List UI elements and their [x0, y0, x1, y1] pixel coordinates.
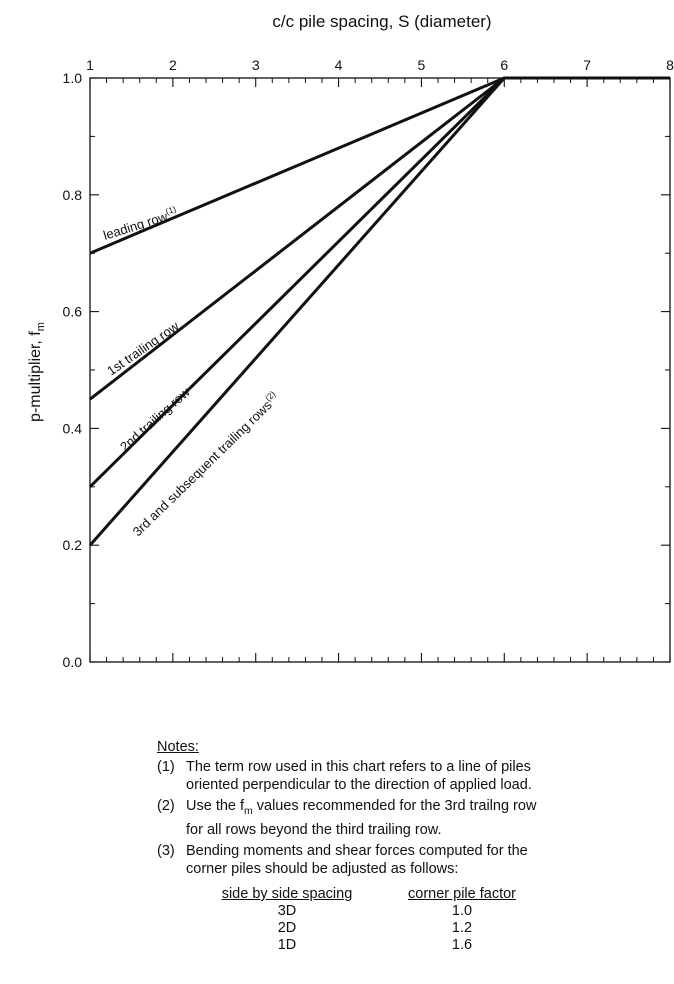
note-3-number: (3)	[157, 842, 175, 859]
note-1-line-1: The term row used in this chart refers t…	[186, 759, 531, 775]
x-tick-label: 2	[169, 57, 177, 73]
y-tick-label: 0.6	[63, 304, 83, 320]
series-lines	[88, 76, 670, 547]
x-tick-labels: 1 2 3 4 5 6 7 8	[86, 57, 674, 73]
y-axis-title: p-multiplier, fm	[27, 322, 47, 422]
spacing-cell: 1D	[277, 936, 297, 953]
x-tick-label: 5	[418, 57, 426, 73]
note-2-line-2: for all rows beyond the third trailing r…	[186, 821, 442, 838]
spacing-cell: 2D	[277, 919, 297, 936]
series-line-3	[88, 76, 506, 488]
factor-cell: 1.6	[451, 936, 473, 953]
series-line-1	[89, 76, 670, 255]
y-tick-label: 0.2	[63, 537, 83, 553]
note-3-line-2: corner piles should be adjusted as follo…	[186, 860, 459, 877]
x-tick-label: 8	[666, 57, 674, 73]
series-line-2	[89, 76, 506, 401]
x-tick-label: 4	[335, 57, 343, 73]
p-multiplier-chart: c/c pile spacing, S (diameter) p-multipl…	[27, 12, 674, 670]
note-1-line-2: oriented perpendicular to the direction …	[186, 777, 532, 793]
note-1-number: (1)	[157, 759, 175, 775]
factor-cell: 1.0	[451, 902, 473, 919]
factor-cell: 1.2	[451, 919, 473, 936]
note-3: (3) Bending moments and shear forces com…	[157, 842, 657, 878]
note-1: (1) The term row used in this chart refe…	[157, 758, 657, 794]
corner-table-header: side by side spacing corner pile factor	[197, 886, 557, 903]
spacing-cell: 3D	[277, 902, 297, 919]
header-side-by-side-spacing: side by side spacing	[221, 885, 353, 902]
y-tick-label: 1.0	[63, 70, 83, 86]
label-leading-row: leading row(1)	[101, 204, 180, 243]
corner-pile-table: side by side spacing corner pile factor …	[197, 886, 557, 954]
x-tick-label: 7	[583, 57, 591, 73]
header-corner-pile-factor: corner pile factor	[408, 885, 516, 902]
y-tick-label: 0.8	[63, 187, 83, 203]
x-tick-label: 3	[252, 57, 260, 73]
y-axis-label: p-multiplier, f	[27, 331, 44, 422]
note-2-number: (2)	[157, 798, 175, 814]
x-tick-label: 1	[86, 57, 94, 73]
series-line-4	[88, 77, 506, 547]
notes-section: Notes: (1) The term row used in this cha…	[157, 738, 657, 954]
notes-title: Notes:	[157, 739, 199, 755]
note-2: (2) Use the fm values recommended for th…	[157, 797, 657, 839]
svg-text:p-multiplier, fm: p-multiplier, fm	[27, 322, 47, 422]
y-tick-label: 0.0	[63, 654, 83, 670]
y-tick-label: 0.4	[63, 420, 83, 436]
table-row: 3D 1.0	[197, 903, 557, 920]
table-row: 1D 1.6	[197, 937, 557, 954]
note-3-line-1: Bending moments and shear forces compute…	[186, 842, 528, 859]
x-tick-label: 6	[500, 57, 508, 73]
chart-title: c/c pile spacing, S (diameter)	[272, 12, 491, 31]
plot-frame	[89, 77, 671, 663]
axis-ticks	[89, 77, 671, 663]
label-1st-trailing-row: 1st trailing row	[104, 318, 182, 378]
y-tick-labels: 0.0 0.2 0.4 0.6 0.8 1.0	[63, 70, 83, 670]
note-2-line-1: Use the fm values recommended for the 3r…	[186, 798, 537, 817]
y-axis-label-subscript: m	[35, 322, 47, 331]
table-row: 2D 1.2	[197, 920, 557, 937]
